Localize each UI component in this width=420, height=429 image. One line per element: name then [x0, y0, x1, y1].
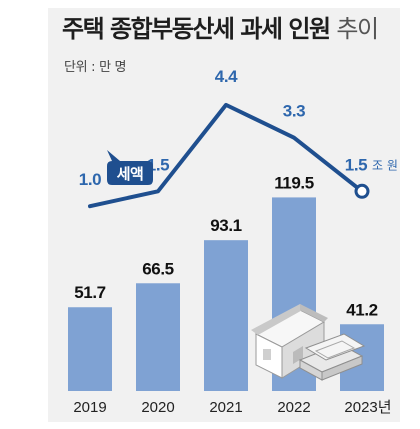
line-value-label: 1.5: [345, 155, 367, 174]
bar-2020: [136, 283, 180, 391]
series-label-callout: 세액: [107, 150, 153, 185]
bar-2021: [204, 240, 248, 391]
bar-value-label: 66.5: [142, 259, 174, 278]
series-label-tax: 세액: [117, 165, 144, 183]
line-value-label: 1.0: [79, 170, 101, 189]
bar-value-label: 51.7: [74, 283, 106, 302]
x-axis: 2019 2020 2021 2022 2023년: [73, 399, 391, 416]
tax-line: [88, 102, 364, 209]
chart-title: 주택 종합부동산세 과세 인원 추이: [62, 14, 379, 44]
house-illustration: [251, 304, 328, 379]
line-value-label: 3.3: [283, 102, 305, 121]
x-tick-label: 2021: [209, 399, 242, 416]
bar-value-label: 93.1: [210, 216, 242, 235]
line-unit-label: 조 원: [372, 158, 398, 172]
bar-series: 51.7 66.5 93.1 119.5 41.2: [68, 173, 384, 391]
unit-note: 단위 : 만 명: [64, 60, 127, 75]
line-point: [354, 183, 370, 199]
line-series: 1.01.54.43.31.5 조 원: [79, 67, 398, 209]
bar-value-label: 41.2: [346, 300, 378, 319]
x-tick-label: 2019: [73, 399, 106, 416]
title-main: 주택 종합부동산세 과세 인원: [62, 15, 331, 43]
bar-value-label: 119.5: [274, 173, 314, 192]
x-tick-label: 2020: [141, 399, 174, 416]
x-tick-label: 2022: [277, 399, 310, 416]
bar-2019: [68, 307, 112, 391]
money-stack-illustration: [298, 333, 366, 381]
title-sub: 추이: [336, 15, 379, 43]
x-tick-label: 2023년: [344, 399, 391, 416]
line-value-label: 4.4: [215, 67, 238, 86]
